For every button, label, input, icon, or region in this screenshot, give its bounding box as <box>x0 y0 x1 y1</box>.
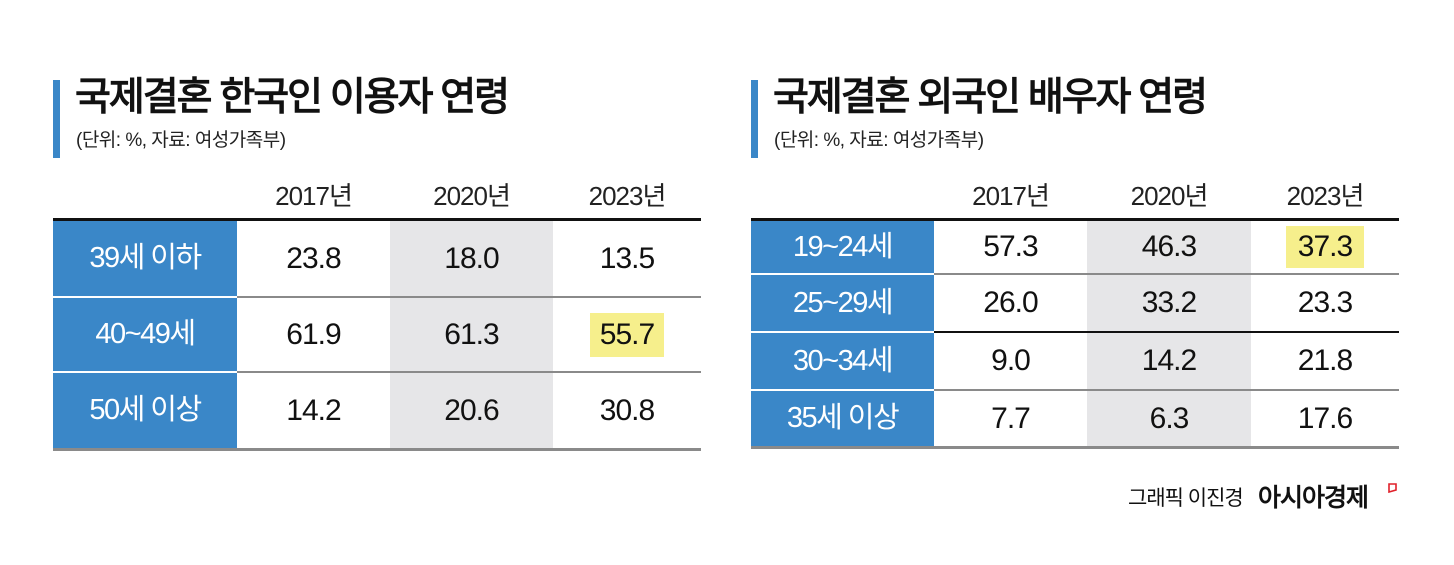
gray-column-band <box>1087 221 1251 448</box>
column-header: 2017년 <box>275 181 353 211</box>
value-cell: 6.3 <box>1149 402 1190 435</box>
table-bottom-line <box>751 446 1399 449</box>
table-row: 40~49세 61.9 61.3 55.7 <box>53 298 701 371</box>
highlighted-value-cell: 55.7 <box>553 298 701 371</box>
title-accent-bar <box>751 80 758 158</box>
row-label: 25~29세 <box>751 275 934 331</box>
table-row: 39세 이하 23.8 18.0 13.5 <box>53 221 701 296</box>
table-row: 35세 이상 7.7 6.3 17.6 <box>751 391 1399 446</box>
gray-column-band <box>390 221 553 448</box>
value-cell: 14.2 <box>1141 344 1197 377</box>
row-divider <box>53 296 701 298</box>
brand-logo-text: 아시아경제 <box>1258 484 1369 512</box>
panel-subtitle: (단위: %, 자료: 여성가족부) <box>774 130 984 151</box>
value-cell: 7.7 <box>991 402 1031 435</box>
value-cell: 23.8 <box>286 242 341 275</box>
value-cell: 21.8 <box>1297 344 1353 377</box>
column-header: 2020년 <box>433 181 511 211</box>
column-header-row: 2017년 2020년 2023년 <box>751 176 1399 216</box>
table-bottom-line <box>53 448 701 451</box>
row-label: 30~34세 <box>751 333 934 389</box>
value-cell: 61.3 <box>444 318 499 351</box>
column-header: 2020년 <box>1130 181 1209 211</box>
row-label: 50세 이상 <box>53 373 237 448</box>
data-table: 19~24세 57.3 46.3 37.3 25~29세 26.0 33.2 2… <box>751 218 1399 449</box>
table-row: 50세 이상 14.2 20.6 30.8 <box>53 373 701 448</box>
value-cell: 61.9 <box>286 318 341 351</box>
row-divider <box>751 331 1399 333</box>
value-cell: 33.2 <box>1141 286 1197 319</box>
column-header: 2023년 <box>1286 181 1365 211</box>
table-row: 30~34세 9.0 14.2 21.8 <box>751 333 1399 389</box>
value-cell: 17.6 <box>1297 402 1353 435</box>
table-row: 19~24세 57.3 46.3 37.3 <box>751 221 1399 273</box>
title-accent-bar <box>53 80 60 158</box>
column-header: 2023년 <box>588 181 667 211</box>
row-label: 39세 이하 <box>53 221 237 296</box>
panel-title: 국제결혼 외국인 배우자 연령 <box>773 76 1208 119</box>
value-cell: 46.3 <box>1141 230 1197 263</box>
data-table: 39세 이하 23.8 18.0 13.5 40~49세 61.9 61.3 5… <box>53 218 701 451</box>
column-header: 2017년 <box>972 181 1050 211</box>
row-label: 40~49세 <box>53 298 237 371</box>
row-label: 19~24세 <box>751 221 934 273</box>
value-cell: 18.0 <box>444 242 499 275</box>
value-cell: 13.5 <box>599 242 655 275</box>
row-divider <box>53 371 701 373</box>
column-header-row: 2017년 2020년 2023년 <box>53 176 701 216</box>
table-row: 25~29세 26.0 33.2 23.3 <box>751 275 1399 331</box>
value-cell: 9.0 <box>991 344 1031 377</box>
red-flag-corner-icon <box>1388 483 1397 493</box>
panel-title: 국제결혼 한국인 이용자 연령 <box>75 76 510 119</box>
value-cell: 23.3 <box>1297 286 1353 319</box>
value-cell: 20.6 <box>444 394 499 427</box>
row-divider <box>751 389 1399 391</box>
value-cell: 30.8 <box>599 394 655 427</box>
graphic-credit: 그래픽 이진경 <box>1128 487 1244 510</box>
value-cell: 14.2 <box>286 394 341 427</box>
panel-subtitle: (단위: %, 자료: 여성가족부) <box>76 130 286 151</box>
value-cell: 57.3 <box>983 230 1038 263</box>
highlighted-value-cell: 37.3 <box>1251 221 1399 273</box>
row-divider <box>751 273 1399 275</box>
value-cell: 26.0 <box>983 286 1038 319</box>
row-label: 35세 이상 <box>751 391 934 446</box>
